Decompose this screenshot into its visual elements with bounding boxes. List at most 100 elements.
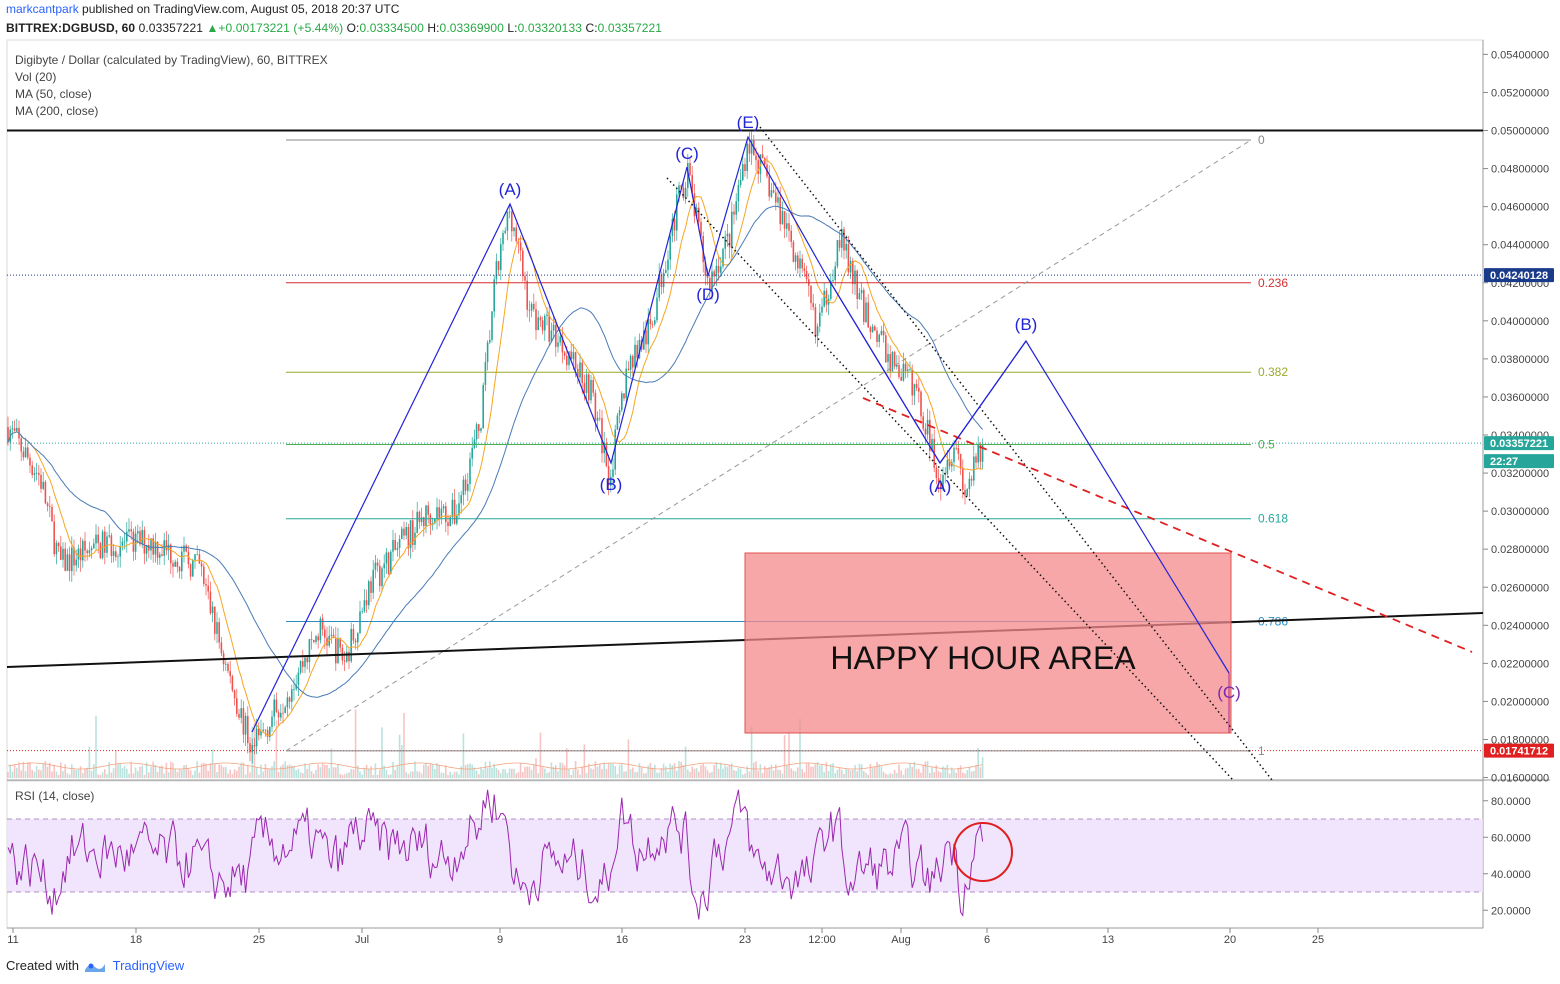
volume-bar <box>909 764 911 778</box>
volume-bar <box>924 761 927 778</box>
candle-body <box>948 459 951 467</box>
candle-body <box>964 489 966 496</box>
candle-body <box>900 376 902 381</box>
volume-bar <box>273 761 275 778</box>
candle-body <box>220 642 223 654</box>
candle-body <box>11 428 14 430</box>
volume-bar <box>374 763 377 778</box>
volume-bar <box>777 769 779 778</box>
candle-body <box>841 229 843 248</box>
volume-bar <box>423 764 425 778</box>
volume-bar <box>838 767 841 778</box>
volume-bar <box>242 762 245 778</box>
volume-bar <box>332 767 335 778</box>
volume-bar <box>757 770 759 778</box>
volume-bar <box>165 762 168 778</box>
volume-bar <box>700 765 702 778</box>
candle-body <box>427 505 429 515</box>
volume-bar <box>396 766 399 778</box>
volume-bar <box>86 767 88 778</box>
volume-bar <box>979 767 982 778</box>
volume-bar <box>964 773 966 778</box>
candle-body <box>262 729 264 731</box>
volume-bar <box>579 774 581 778</box>
volume-bar <box>440 772 443 778</box>
volume-bar <box>154 764 157 778</box>
volume-bar <box>878 764 880 778</box>
volume-bar <box>618 765 621 778</box>
candle-body <box>535 309 537 331</box>
candle-body <box>165 540 168 551</box>
candle-body <box>211 606 214 614</box>
volume-bar <box>11 771 14 778</box>
volume-bar <box>200 763 203 778</box>
candle-body <box>277 712 280 718</box>
candle-body <box>539 317 542 321</box>
volume-bar <box>418 771 421 778</box>
volume-bar <box>161 765 163 778</box>
volume-bar <box>596 766 599 778</box>
candle-body <box>678 185 680 195</box>
fib-level-label: 0.382 <box>1258 365 1288 379</box>
volume-bar <box>390 774 392 778</box>
volume-bar <box>7 772 9 778</box>
time-tick-label: 16 <box>616 934 628 946</box>
volume-bar <box>288 764 291 778</box>
candle-body <box>777 197 779 203</box>
candle-body <box>962 468 964 490</box>
candle-body <box>225 663 227 665</box>
volume-bar <box>893 769 896 778</box>
legend-ma50[interactable]: MA (50, close) <box>15 87 92 101</box>
volume-bar <box>948 773 951 778</box>
volume-bar <box>82 773 84 778</box>
candle-body <box>489 339 491 343</box>
legend-ma200[interactable]: MA (200, close) <box>15 104 99 118</box>
candle-body <box>812 303 814 308</box>
candle-body <box>757 160 759 174</box>
happy-hour-zone <box>744 552 1232 734</box>
volume-bar <box>530 769 533 778</box>
volume-bar <box>735 770 737 778</box>
volume-bar <box>207 771 209 778</box>
volume-bar <box>315 769 317 778</box>
volume-bar <box>412 771 414 778</box>
fib-level-label: 0 <box>1258 133 1265 147</box>
legend-volume[interactable]: Vol (20) <box>15 70 57 84</box>
channel-upper-line <box>759 126 1273 780</box>
candle-body <box>555 324 557 347</box>
candle-body <box>726 233 729 237</box>
rsi-legend[interactable]: RSI (14, close) <box>15 789 95 803</box>
volume-bar <box>876 762 878 778</box>
candle-body <box>119 545 121 557</box>
candle-body <box>517 241 520 243</box>
volume-bar <box>860 764 863 778</box>
volume-bar <box>770 764 773 778</box>
candle-body <box>748 143 751 154</box>
candle-body <box>104 531 106 553</box>
volume-bar <box>788 731 790 778</box>
volume-bar <box>337 764 339 778</box>
candle-body <box>394 540 396 550</box>
volume-bar <box>456 771 458 778</box>
volume-bar <box>783 735 786 778</box>
publish-line: markcantpark published on TradingView.co… <box>6 2 399 16</box>
publish-info: published on TradingView.com, August 05,… <box>78 2 400 16</box>
candle-body <box>77 548 80 560</box>
author-link[interactable]: markcantpark <box>6 2 79 16</box>
candle-body <box>500 244 502 271</box>
candle-body <box>62 548 64 560</box>
candle-body <box>383 563 385 569</box>
candle-body <box>73 547 75 566</box>
volume-bar <box>572 769 575 778</box>
volume-bar <box>977 748 979 778</box>
volume-bar <box>108 762 110 778</box>
volume-bar <box>302 773 304 778</box>
volume-bar <box>830 764 832 778</box>
candle-body <box>506 212 509 231</box>
volume-bar <box>18 762 20 778</box>
candle-body <box>676 194 678 231</box>
candle-body <box>858 293 861 299</box>
tradingview-link[interactable]: TradingView <box>112 958 185 973</box>
volume-bar <box>865 772 867 778</box>
